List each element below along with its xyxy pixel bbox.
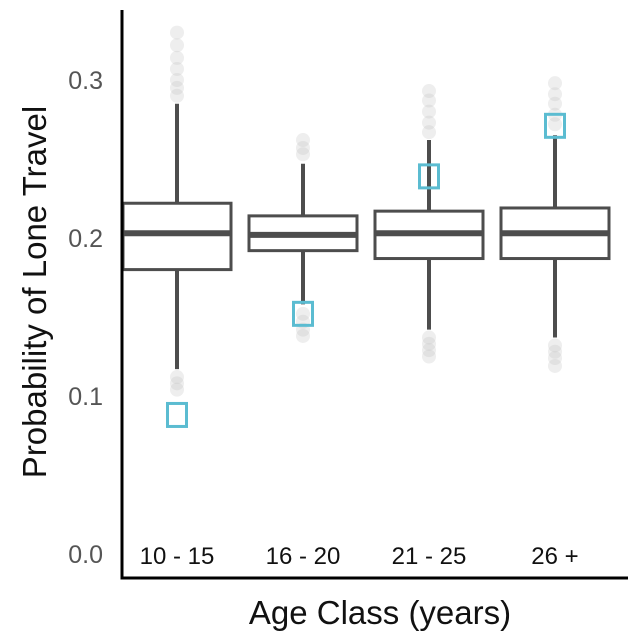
outlier-point — [296, 140, 310, 155]
outlier-point — [422, 104, 436, 119]
outlier-point — [170, 38, 184, 53]
outlier-point — [296, 306, 310, 321]
outlier-point — [170, 73, 184, 87]
outlier-point — [422, 84, 436, 99]
y-axis-ticks: 0.0 0.1 0.2 0.3 — [68, 67, 103, 569]
y-tick-label: 0.2 — [68, 225, 103, 253]
outlier-point — [170, 88, 184, 103]
outlier-point — [296, 147, 310, 162]
outlier-point — [170, 61, 184, 76]
outlier-point — [422, 343, 436, 358]
outlier-point — [548, 96, 562, 111]
plot-area — [121, 25, 611, 428]
outlier-point — [422, 349, 436, 364]
outlier-point — [170, 25, 184, 40]
observed-value-marker — [292, 300, 314, 327]
y-tick-label: 0.0 — [68, 541, 103, 569]
box-iqr — [121, 201, 233, 272]
outlier-point — [548, 344, 562, 359]
y-tick-label: 0.3 — [68, 67, 103, 95]
box-group — [499, 76, 611, 373]
x-category-label: 21 - 25 — [392, 543, 467, 570]
outlier-point — [422, 115, 436, 130]
outlier-point — [548, 338, 562, 353]
x-axis-title: Age Class (years) — [249, 594, 511, 631]
outlier-point — [548, 351, 562, 366]
y-axis-title: Probability of Lone Travel — [16, 106, 53, 478]
y-tick-label: 0.1 — [68, 383, 103, 411]
x-category-label: 10 - 15 — [140, 543, 215, 570]
observed-value-marker — [166, 401, 188, 428]
outlier-point — [296, 133, 310, 148]
outlier-point — [548, 358, 562, 373]
outlier-point — [422, 336, 436, 351]
observed-value-marker — [418, 163, 440, 190]
outlier-point — [422, 330, 436, 345]
x-axis-category-labels: 10 - 15 16 - 20 21 - 25 26 + — [140, 543, 579, 570]
outlier-point — [170, 382, 184, 397]
outlier-point — [296, 328, 310, 343]
x-category-label: 16 - 20 — [266, 543, 341, 570]
outlier-point — [170, 370, 184, 385]
outlier-point — [170, 80, 184, 95]
outlier-point — [548, 117, 562, 132]
box-group — [247, 133, 359, 343]
x-category-label: 26 + — [531, 543, 578, 570]
outlier-point — [548, 76, 562, 91]
outlier-point — [422, 125, 436, 140]
outlier-point — [548, 87, 562, 102]
observed-value-marker — [544, 112, 566, 139]
box-group — [373, 84, 485, 364]
outlier-point — [422, 93, 436, 108]
box-group — [121, 25, 233, 397]
outlier-point — [170, 376, 184, 391]
outlier-point — [170, 50, 184, 65]
